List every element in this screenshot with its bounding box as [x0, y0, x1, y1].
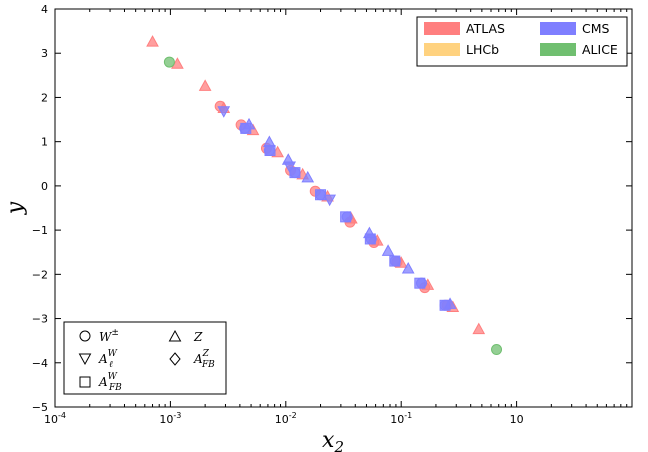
observables-legend-box — [63, 321, 227, 395]
legend-label-z: Z — [193, 330, 203, 344]
data-point-alice-circle — [163, 56, 175, 68]
legend-marker-triangle-up — [168, 329, 182, 342]
data-points — [146, 35, 503, 356]
data-point-atlas-triangle-up — [198, 79, 212, 91]
data-point-cms-triangle-up — [301, 170, 315, 183]
legend-swatch-cms — [540, 22, 576, 35]
legend-marker-triangle-down — [78, 353, 92, 366]
y-axis-title: y — [3, 201, 28, 215]
x-tick-label: 10-2 — [275, 411, 297, 426]
x-tick-label: 10 — [510, 413, 524, 426]
y-tick-label: 1 — [41, 136, 48, 149]
data-point-cms-triangle-down — [217, 106, 231, 118]
x-tick-label: 10-3 — [159, 411, 181, 426]
legend-label-a-l-w: AW ℓ — [98, 349, 118, 370]
data-point-cms-square — [389, 255, 401, 267]
data-point-cms-triangle-down — [283, 161, 297, 174]
y-tick-label: 2 — [41, 91, 48, 104]
legend-label-a-fb-w: AW FB — [98, 372, 122, 393]
legend-label-alice: ALICE — [582, 42, 618, 57]
data-point-cms-square — [340, 211, 352, 223]
data-point-cms-triangle-up — [242, 117, 256, 130]
data-point-cms-triangle-up — [381, 244, 395, 256]
y-tick-label: −1 — [32, 224, 48, 237]
legend-swatch-lhcb — [424, 43, 460, 56]
legend-label-w-pm: W± — [99, 328, 119, 344]
legend-swatch-atlas — [424, 22, 460, 35]
data-point-atlas-triangle-up — [472, 322, 486, 335]
data-point-cms-triangle-up — [262, 135, 276, 148]
legend-label-atlas: ATLAS — [466, 21, 505, 36]
y-tick-label: 0 — [41, 180, 48, 193]
plot-frame — [54, 8, 633, 408]
data-point-cms-square — [414, 277, 426, 289]
data-point-alice-circle — [491, 344, 503, 356]
data-point-atlas-triangle-up — [146, 35, 159, 47]
y-tick-label: 4 — [41, 3, 48, 16]
observables-legend: W± Z AW ℓ AZ FB AW FB — [63, 321, 227, 395]
x-tick-label: 10-1 — [390, 411, 412, 426]
legend-label-a-fb-z: AZ FB — [193, 349, 215, 370]
y-tick-label: −2 — [32, 268, 48, 281]
data-point-cms-triangle-up — [443, 297, 457, 309]
legend-marker-square — [79, 376, 91, 388]
y-tick-label: −4 — [32, 357, 48, 370]
data-point-cms-triangle-up — [363, 226, 376, 239]
data-point-cms-square — [289, 167, 301, 179]
legend-swatch-alice — [540, 43, 576, 56]
data-point-cms-triangle-down — [323, 194, 337, 207]
data-point-cms-triangle-up — [401, 261, 415, 274]
experiments-legend: ATLAS LHCb CMS ALICE — [416, 16, 628, 67]
legend-label-cms: CMS — [582, 21, 610, 36]
legend-marker-circle — [79, 330, 91, 342]
x-tick-label: 10-4 — [44, 411, 66, 426]
y-tick-label: −3 — [32, 313, 48, 326]
legend-label-lhcb: LHCb — [466, 42, 499, 57]
y-tick-label: −5 — [32, 401, 48, 414]
y-tick-label: 3 — [41, 47, 48, 60]
legend-marker-diamond — [169, 352, 181, 366]
x-axis-title: x2 — [322, 428, 344, 452]
